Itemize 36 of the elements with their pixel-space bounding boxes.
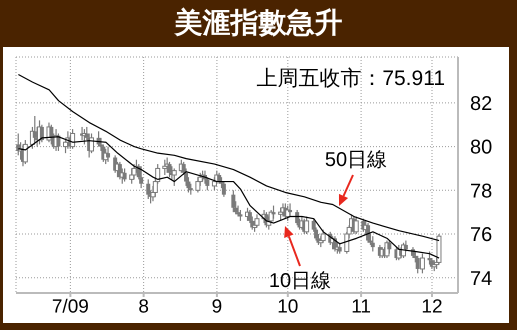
- series-label: 10日線: [268, 270, 332, 292]
- candlestick: [217, 172, 222, 184]
- candlestick: [222, 180, 226, 198]
- candlestick: [132, 163, 137, 180]
- series-label: 50日線: [324, 149, 388, 171]
- x-tick-label: 10: [277, 296, 298, 318]
- candlestick: [420, 253, 425, 274]
- candlestick: [370, 236, 375, 252]
- candlestick: [278, 207, 284, 222]
- candlestick: [231, 190, 236, 213]
- candlestick: [272, 204, 276, 220]
- candlestick: [139, 166, 144, 189]
- candlestick: [295, 209, 300, 226]
- x-tick-label: 12: [421, 296, 443, 318]
- candlestick: [366, 222, 370, 244]
- candlestick: [288, 202, 292, 218]
- candlestick: [320, 229, 326, 244]
- chart-title: 美滙指數急升: [173, 5, 344, 41]
- y-tick-label: 78: [470, 180, 492, 202]
- x-tick-label: 11: [351, 296, 371, 318]
- candlestick: [428, 250, 432, 266]
- candlestick: [236, 204, 240, 218]
- x-tick-label: 7/09: [52, 296, 89, 318]
- candlestick: [238, 209, 242, 222]
- y-tick-label: 80: [470, 136, 492, 159]
- candlestick: [122, 168, 127, 182]
- x-tick-label: 8: [138, 296, 149, 318]
- candlestick: [387, 240, 392, 254]
- annotation: 上周五收市：75.911: [256, 67, 445, 90]
- candlestick: [89, 132, 94, 154]
- candlestick: [106, 146, 110, 162]
- y-tick-label: 76: [470, 224, 492, 246]
- y-tick-label: 74: [470, 268, 492, 290]
- x-tick-label: 9: [212, 296, 222, 318]
- candlestick: [254, 214, 260, 228]
- y-tick-label: 82: [470, 92, 492, 115]
